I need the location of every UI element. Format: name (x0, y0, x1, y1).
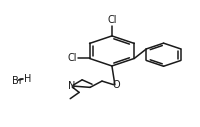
Text: Cl: Cl (107, 15, 117, 25)
Text: N: N (68, 81, 75, 91)
Text: Br: Br (12, 76, 22, 86)
Text: Cl: Cl (67, 53, 77, 64)
Text: H: H (24, 74, 31, 84)
Text: O: O (112, 81, 120, 90)
